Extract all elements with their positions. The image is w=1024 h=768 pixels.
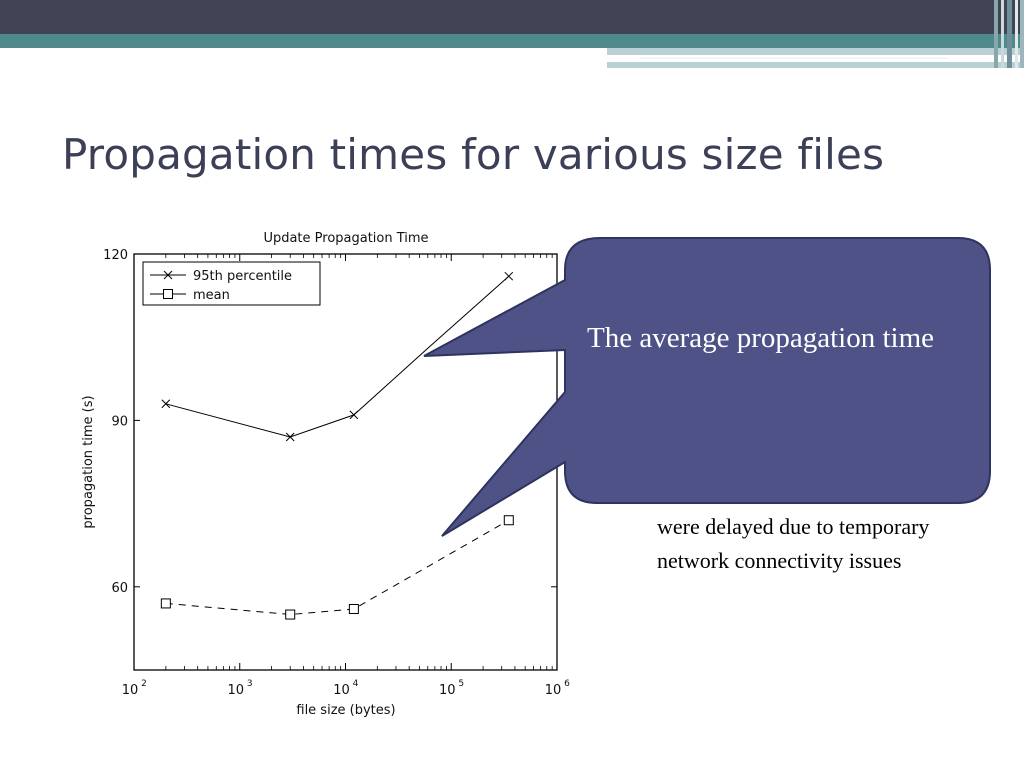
marker-stroke	[349, 410, 359, 420]
callout-shape	[423, 237, 991, 537]
x-tick-label: 10	[333, 683, 350, 698]
x-tick-exponent: 3	[247, 679, 253, 689]
data-point	[503, 515, 514, 526]
marker-stroke	[161, 399, 171, 409]
data-point	[160, 598, 171, 609]
x-tick-label: 10	[439, 683, 456, 698]
data-point	[161, 399, 171, 409]
x-tick-exponent: 6	[564, 679, 570, 689]
data-point	[285, 609, 296, 620]
marker-stroke	[285, 432, 295, 442]
series-line	[165, 519, 510, 616]
series-95th-percentile	[161, 271, 514, 442]
x-tick-exponent: 5	[458, 679, 464, 689]
y-tick-label: 60	[111, 581, 128, 596]
header-teal-band	[0, 34, 1024, 48]
x-tick-label: 10	[227, 683, 244, 698]
header-light-band-lower	[607, 62, 1024, 68]
chart-title: Update Propagation Time	[263, 231, 428, 246]
legend-marker	[163, 289, 173, 299]
callout-text: The average propagation time	[587, 322, 935, 354]
data-point	[504, 271, 514, 281]
header-corner-stripes	[994, 0, 1024, 68]
data-point	[285, 432, 295, 442]
legend-marker	[163, 270, 173, 280]
legend-label: mean	[193, 288, 230, 303]
y-tick-label: 90	[111, 414, 128, 429]
chart-legend: 95th percentile mean	[142, 261, 321, 306]
marker-stroke	[504, 271, 514, 281]
series-mean	[160, 515, 514, 620]
x-tick-exponent: 4	[353, 679, 359, 689]
header-white-line	[640, 57, 948, 59]
header-light-band	[607, 48, 1024, 55]
y-axis-label: propagation time (s)	[81, 395, 96, 528]
series-layer	[160, 271, 514, 620]
slide-title: Propagation times for various size files	[62, 130, 885, 179]
x-tick-label: 10	[122, 683, 139, 698]
header-dark-band	[0, 0, 1024, 34]
legend-label: 95th percentile	[193, 269, 292, 284]
data-point	[349, 410, 359, 420]
data-point	[348, 603, 359, 614]
x-axis-label: file size (bytes)	[296, 703, 395, 718]
note-text: were delayed due to temporary network co…	[657, 514, 930, 573]
x-tick-exponent: 2	[141, 679, 147, 689]
x-tick-label: 10	[545, 683, 562, 698]
marker-stroke	[163, 270, 173, 280]
y-tick-label: 120	[103, 248, 128, 263]
